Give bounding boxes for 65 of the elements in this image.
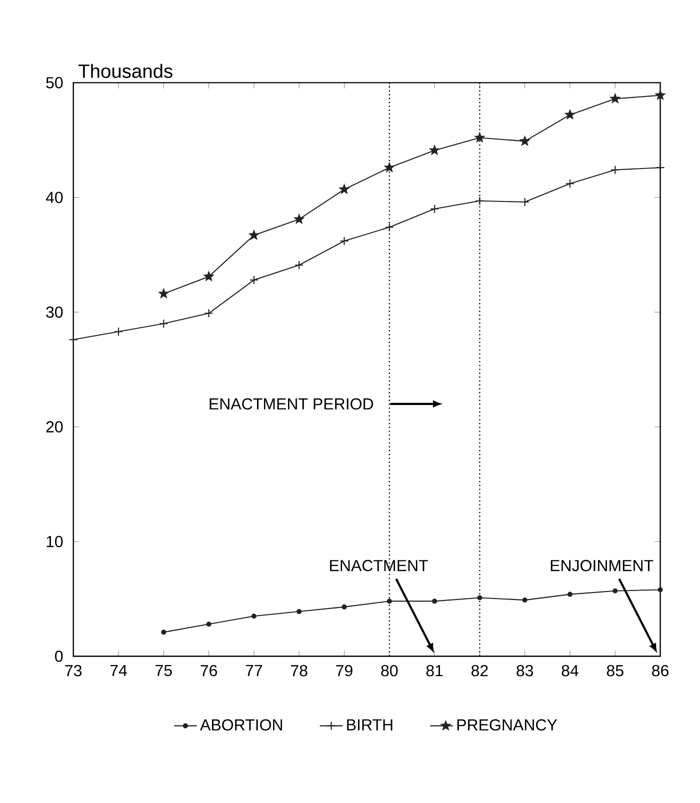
point [475,196,484,206]
x-tick-label: 82 [471,664,488,676]
point [654,89,666,100]
x-tick-label: 77 [246,664,262,676]
point [296,608,302,614]
y-tick-label: 10 [46,536,63,548]
x-tick-label: 81 [426,664,443,676]
point [338,183,350,194]
legend-label: BIRTH [347,719,392,730]
annotation: ENACTMENT [330,560,428,572]
x-tick-label: 84 [562,664,578,676]
x-tick-label: 80 [381,664,398,676]
point [294,260,304,270]
point [432,598,437,604]
point [340,236,349,246]
point [477,595,482,600]
annotation: ENACTMENT PERIOD [210,398,373,410]
point [158,319,168,328]
point [522,598,528,603]
point [158,288,170,299]
point [564,108,576,120]
legend-label: ABORTION [200,719,282,731]
point [428,144,440,156]
point [658,587,663,592]
point [567,592,572,597]
point [202,270,214,282]
y-tick-label: 20 [46,421,63,432]
point [609,92,621,104]
legend-label: PREGNANCY [457,719,557,731]
x-tick-label: 79 [336,664,352,676]
point [384,162,395,172]
y-tick-label: 50 [46,77,63,88]
x-tick-label: 74 [110,664,127,676]
annotation: ENJOINMENT [550,560,654,572]
x-tick-label: 73 [65,664,82,676]
point [612,588,618,594]
x-tick-label: 85 [606,664,624,676]
point [293,213,305,224]
point [656,163,665,172]
point [565,179,574,188]
point [114,327,123,336]
point [474,132,486,143]
point [386,598,392,604]
y-tick-label: 40 [46,192,63,204]
point [384,222,394,232]
point [68,335,78,344]
point [249,275,258,285]
x-tick-label: 78 [290,664,308,676]
point [248,229,260,240]
y-tick-label: 0 [54,650,63,662]
x-tick-label: 76 [200,664,217,676]
point [430,204,439,214]
y-tick-label: 30 [46,306,63,318]
x-tick-label: 83 [516,664,533,676]
point [342,604,347,610]
point [251,614,256,619]
point [610,165,620,174]
point [204,308,214,318]
point [518,135,530,146]
point [520,197,530,207]
x-tick-label: 86 [652,664,668,676]
x-tick-label: 75 [155,664,172,676]
point [206,622,212,627]
y-axis-title: Thousands [78,64,172,78]
point [160,630,166,635]
